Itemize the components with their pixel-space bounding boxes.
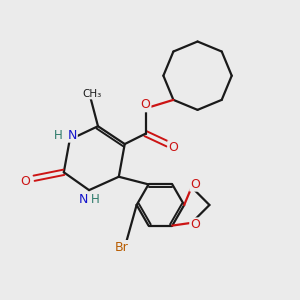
Text: H: H <box>54 129 63 142</box>
Text: O: O <box>20 175 30 188</box>
Text: Br: Br <box>115 241 129 254</box>
Text: N: N <box>68 129 77 142</box>
Text: CH₃: CH₃ <box>82 88 102 98</box>
Text: O: O <box>168 141 178 154</box>
Text: O: O <box>141 98 151 111</box>
Text: O: O <box>190 218 200 231</box>
Text: N: N <box>78 194 88 206</box>
Text: H: H <box>91 194 99 206</box>
Text: O: O <box>190 178 200 191</box>
